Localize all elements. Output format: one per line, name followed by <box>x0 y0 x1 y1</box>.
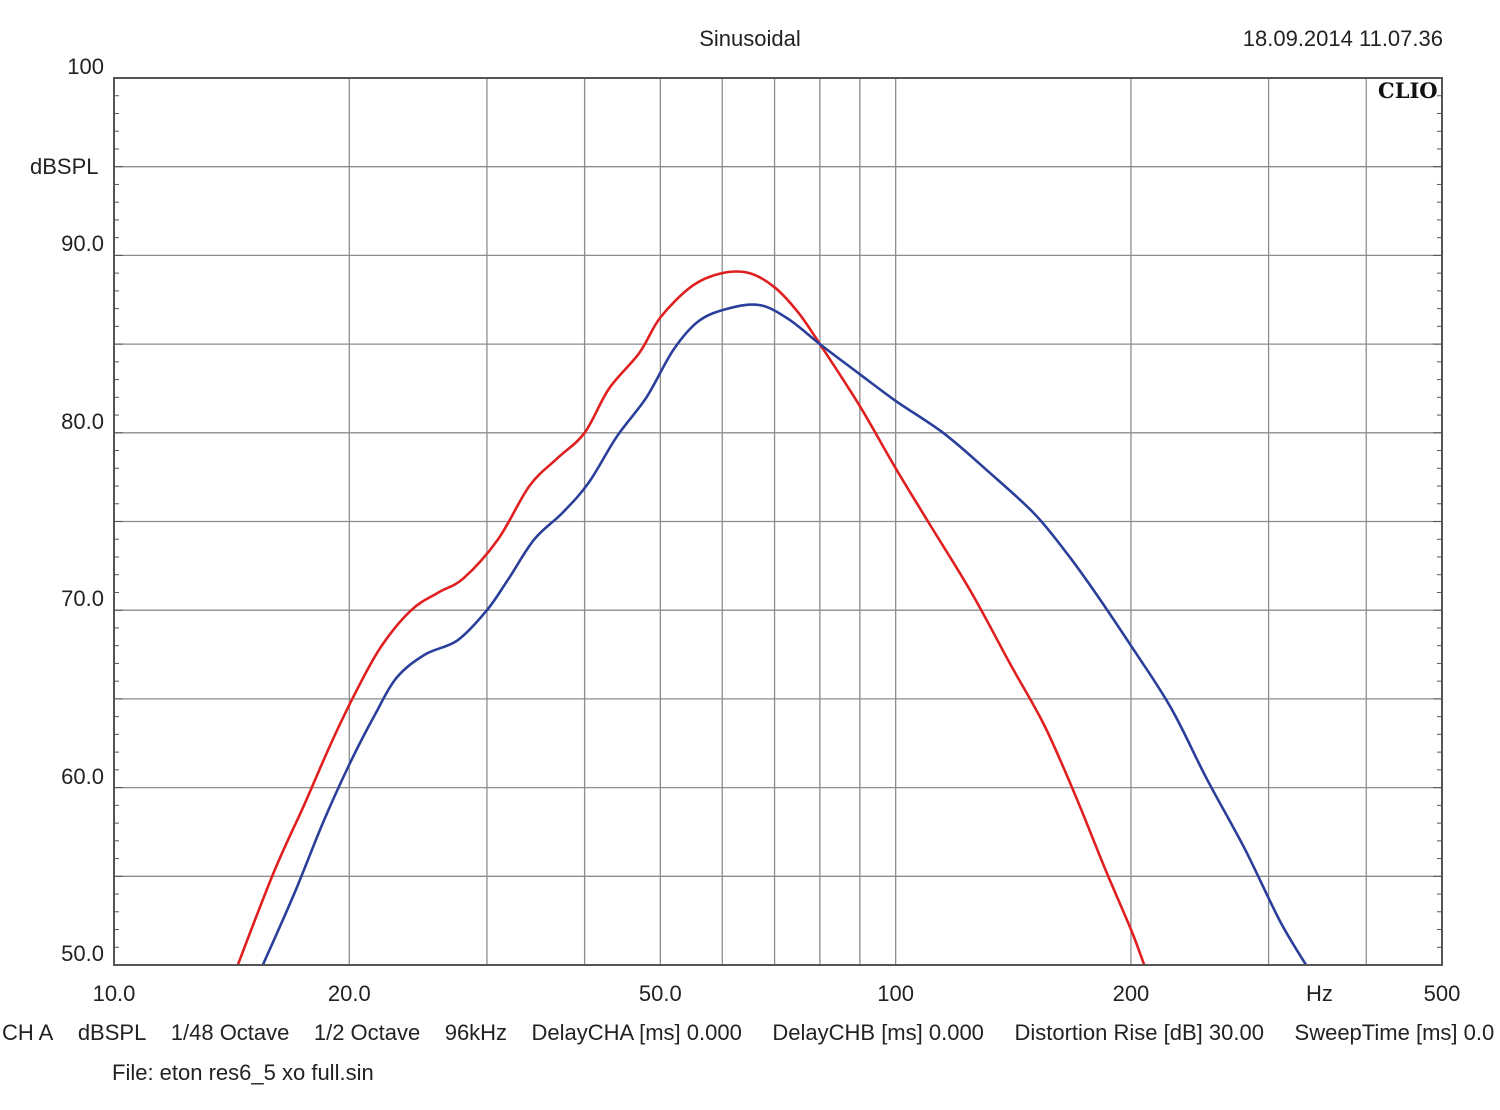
x-tick-label: 100 <box>877 981 914 1006</box>
x-axis-unit: Hz <box>1306 981 1333 1006</box>
clio-logo: CLIO <box>1378 78 1438 103</box>
sample-rate-label: 96kHz <box>444 1020 508 1045</box>
y-tick-label: 80.0 <box>61 408 104 434</box>
y-tick-label: 60.0 <box>61 763 104 789</box>
blue-response-curve <box>261 303 1308 966</box>
sweep-time-label: SweepTime [ms] 0.0 <box>1294 1020 1495 1045</box>
file-name: File: eton res6_5 xo full.sin <box>112 1060 374 1085</box>
x-tick-label: 50.0 <box>638 981 682 1006</box>
x-tick-label: 500 <box>1423 981 1461 1006</box>
delay-chb-label: DelayCHB [ms] 0.000 <box>772 1020 984 1045</box>
curves <box>236 270 1308 966</box>
y-tick-label: 90.0 <box>61 231 104 257</box>
y-tick-label: 50.0 <box>61 941 104 966</box>
distortion-rise-label: Distortion Rise [dB] 30.00 <box>1014 1020 1264 1045</box>
y-tick-label: 100 <box>67 54 104 79</box>
smoothing-label: 1/2 Octave <box>313 1020 421 1045</box>
y-axis-label: dBSPL <box>30 154 99 179</box>
chart-title: Sinusoidal <box>699 26 801 51</box>
resolution-label: 1/48 Octave <box>170 1020 290 1045</box>
x-tick-label: 10.0 <box>92 981 136 1006</box>
channel-label: CH A <box>2 1020 54 1045</box>
major-grid <box>113 77 1443 966</box>
measurement-timestamp: 18.09.2014 11.07.36 <box>1242 26 1443 51</box>
y-tick-label: 70.0 <box>61 586 104 612</box>
axis-ticks <box>114 77 1442 966</box>
settings-bar: CH A dBSPL 1/48 Octave 1/2 Octave 96kHz … <box>2 1020 1494 1046</box>
delay-cha-label: DelayCHA [ms] 0.000 <box>531 1020 742 1045</box>
red-response-curve <box>236 270 1146 966</box>
x-tick-label: 200 <box>1112 981 1150 1006</box>
x-tick-label: 20.0 <box>327 981 371 1006</box>
unit-label: dBSPL <box>77 1020 147 1045</box>
